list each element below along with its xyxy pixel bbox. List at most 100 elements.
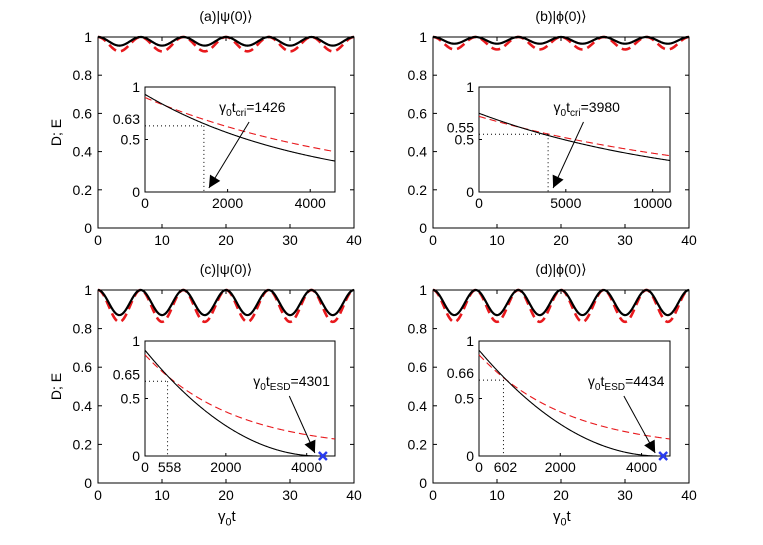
x-tick-label: 10 [489,232,505,248]
black-solid-series [432,288,690,317]
inset-x-tick-label: 2000 [210,459,241,475]
esd-marker [658,451,669,461]
inset-x-tick-label: 4000 [295,195,326,211]
inset-y-tick-label: 0.5 [455,132,475,148]
annotation-arrowhead [552,174,564,188]
text-part: t [566,99,570,115]
critical-y-label: 0.66 [447,365,474,381]
x-tick-label: 10 [154,487,170,503]
black-solid-series [432,35,690,45]
inset-red-dashed-series [478,354,671,440]
panel-title: (a)|ψ(0)⟩ [199,8,252,24]
y-tick-label: 0 [419,475,427,491]
y-tick-label: 0.4 [408,144,428,160]
inset-x-tick-label: 10000 [633,195,672,211]
inset-x-tick-label: 2000 [545,459,576,475]
annotation-arrow [552,121,584,189]
critical-time-annotation: γ0tESD=4301 [253,373,330,393]
y-tick-label: 0.8 [408,67,428,83]
x-tick-label: 0 [94,232,102,248]
x-tick-label: 40 [681,232,697,248]
text-part: γ [553,508,561,525]
y-tick-label: 0 [84,475,92,491]
critical-time-annotation: γ0tcri=1426 [219,99,286,119]
critical-x-label: 602 [494,459,518,475]
x-axis-label: γ0t [218,508,237,529]
inset-y-tick-label: 1 [132,79,140,95]
inset-x-tick-label: 0 [475,195,483,211]
panel-title: (d)|ϕ(0)⟩ [535,261,586,277]
critical-y-label: 0.55 [447,119,474,135]
y-tick-label: 0.2 [408,436,428,452]
x-tick-label: 20 [553,232,569,248]
subscript: 0 [226,108,232,119]
inset-y-tick-label: 1 [466,79,474,95]
black-solid-series [97,35,355,47]
text-part: =3980 [581,99,621,115]
y-tick-label: 0.2 [73,182,93,198]
critical-x-label: 558 [158,459,182,475]
x-axis-label: γ0t [553,508,572,529]
inset-x-tick-label: 4000 [626,459,657,475]
text-part: γ [219,99,226,115]
x-tick-label: 40 [346,487,362,503]
text-part: t [266,373,270,389]
y-tick-label: 0.4 [73,144,93,160]
y-tick-label: 0.8 [408,321,428,337]
subscript: 0 [226,517,232,529]
x-tick-label: 40 [346,232,362,248]
text-part: γ [588,373,595,389]
subscript: cri [236,108,247,119]
inset-y-tick-label: 1 [132,333,140,349]
y-tick-label: 0.6 [408,359,428,375]
x-tick-label: 20 [218,487,234,503]
y-tick-label: 1 [419,282,427,298]
y-axis-label: D; E [48,373,64,400]
inset-y-tick-label: 1 [466,333,474,349]
y-tick-label: 0.8 [73,67,93,83]
x-tick-label: 30 [282,487,298,503]
critical-time-annotation: γ0tESD=4434 [588,373,665,393]
panel-b: (b)|ϕ(0)⟩0 10 20 30 4000.20.40.60.810 5000 100… [408,8,697,248]
x-tick-label: 30 [282,232,298,248]
x-tick-label: 10 [154,232,170,248]
x-tick-label: 20 [553,487,569,503]
x-tick-label: 40 [681,487,697,503]
critical-y-label: 0.65 [113,366,140,382]
y-tick-label: 0.4 [73,398,93,414]
y-tick-label: 0.4 [408,398,428,414]
text-part: t [600,373,604,389]
panel-title: (b)|ϕ(0)⟩ [535,8,586,24]
subscript: 0 [560,108,566,119]
inset-frame [144,340,336,457]
black-solid-series [97,288,355,317]
inset-y-tick-label: 0.5 [455,391,475,407]
subscript: 0 [260,382,266,393]
inset-frame [478,340,671,457]
x-tick-label: 30 [617,487,633,503]
text-part: =1426 [246,99,286,115]
text-part: =4301 [291,373,331,389]
inset-y-tick-label: 0.5 [121,391,141,407]
inset-x-tick-label: 0 [141,195,149,211]
text-part: t [232,508,237,525]
text-part: t [567,508,572,525]
inset-y-tick-label: 0.5 [121,132,141,148]
text-part: =4434 [625,373,665,389]
inset-black-solid-series [144,349,335,457]
inset-red-dashed-series [144,96,336,153]
subscript: cri [570,108,581,119]
annotation-arrowhead [304,439,316,453]
x-tick-label: 0 [429,232,437,248]
text-part: γ [553,99,560,115]
y-tick-label: 0.6 [73,359,93,375]
inset-y-tick-label: 0 [466,448,474,464]
annotation-arrow [208,121,250,189]
panel-a: (a)|ψ(0)⟩0 10 20 30 4000.20.40.60.810 2000 400… [48,8,362,248]
text-part: γ [218,508,226,525]
panel-c: (c)|ψ(0)⟩0 10 20 30 4000.20.40.60.810 2000 400… [48,261,362,529]
